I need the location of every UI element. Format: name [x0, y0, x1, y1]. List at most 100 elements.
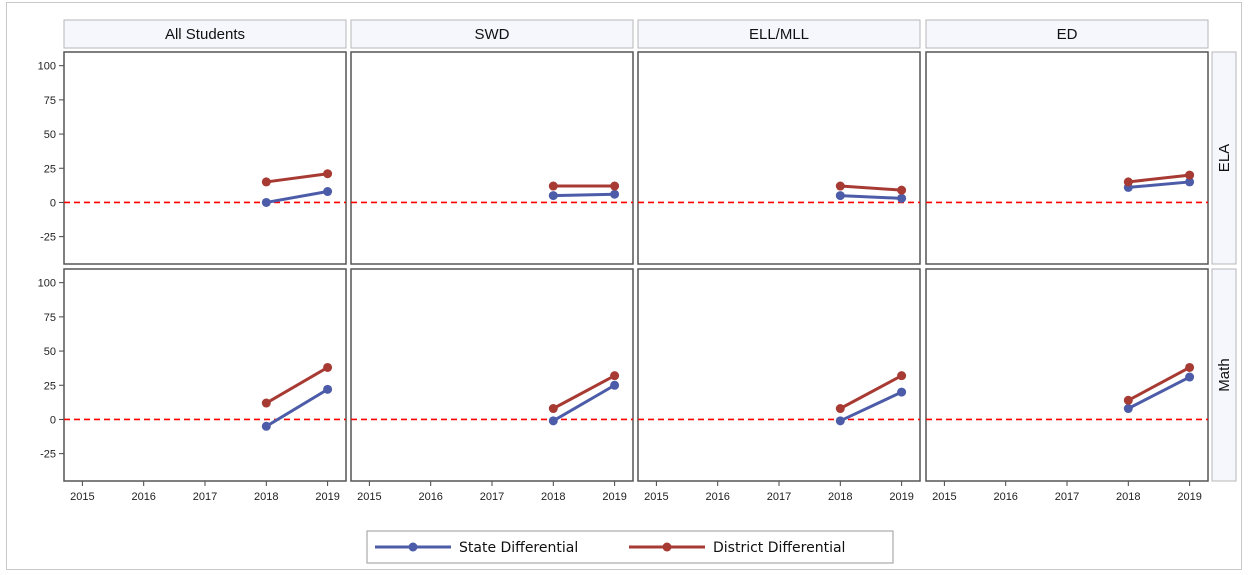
panel: [350, 51, 634, 265]
data-point: [323, 384, 333, 394]
panel-frame: [350, 268, 634, 482]
legend: State Differential District Differential: [366, 530, 894, 564]
data-point: [548, 181, 558, 191]
series-line: [265, 388, 329, 428]
data-point: [323, 187, 333, 197]
y-tick-label: -25: [40, 449, 56, 461]
column-strip: ELL/MLL: [637, 19, 921, 49]
y-tick-label: 100: [38, 278, 56, 290]
y-tick-label: -25: [40, 232, 56, 244]
row-strip-box: [1211, 51, 1237, 265]
column-strip-box: [63, 19, 347, 49]
series-line: [1128, 173, 1190, 184]
data-point: [897, 387, 907, 397]
y-tick-label: 75: [44, 95, 56, 107]
data-point: [261, 421, 271, 431]
legend-item: State Differential: [375, 540, 578, 556]
x-axis: 2015 2016 2017 2018 2019: [70, 481, 340, 503]
data-point: [897, 371, 907, 381]
x-tick-label: 2018: [1116, 491, 1140, 503]
x-tick-label: 2017: [480, 491, 504, 503]
panel: [637, 268, 921, 482]
series-line: [552, 383, 616, 423]
series-line: [840, 194, 902, 200]
legend-label: State Differential: [459, 540, 578, 556]
y-tick-label: 0: [50, 414, 56, 426]
column-strip: All Students: [63, 19, 347, 49]
row-strip-box: [1211, 268, 1237, 482]
x-tick-label: 2016: [131, 491, 155, 503]
panel-frame: [63, 268, 347, 482]
column-strip-label: SWD: [475, 26, 510, 43]
data-point: [1185, 362, 1195, 372]
column-strip-box: [350, 19, 634, 49]
series-line: [1128, 180, 1190, 189]
data-point: [1185, 170, 1195, 180]
panel-frame: [63, 51, 347, 265]
panel-frame: [637, 268, 921, 482]
legend-swatch-marker: [662, 542, 672, 552]
column-strip-label: ED: [1057, 26, 1078, 43]
data-point: [548, 416, 558, 426]
data-point: [1123, 395, 1133, 405]
panel: [63, 268, 347, 482]
data-point: [261, 197, 271, 207]
y-tick-label: 50: [44, 346, 56, 358]
data-point: [323, 362, 333, 372]
x-tick-label: 2019: [889, 491, 913, 503]
x-axis: 2015 2016 2017 2018 2019: [357, 481, 627, 503]
data-point: [1123, 177, 1133, 187]
series-line: [839, 374, 903, 410]
legend-item: District Differential: [629, 540, 845, 556]
series-line: [266, 172, 328, 184]
column-strip-label: All Students: [165, 26, 245, 43]
series-line: [553, 192, 615, 198]
x-tick-label: 2018: [254, 491, 278, 503]
x-tick-label: 2019: [1177, 491, 1201, 503]
panel: [63, 51, 347, 265]
data-point: [610, 189, 620, 199]
data-point: [261, 177, 271, 187]
x-tick-label: 2016: [418, 491, 442, 503]
row-strip: ELA: [1211, 51, 1237, 265]
row-strip: Math: [1211, 268, 1237, 482]
data-point: [897, 193, 907, 203]
series-line: [1127, 375, 1191, 410]
data-point: [610, 380, 620, 390]
series-line: [265, 366, 329, 405]
panel-frame: [350, 51, 634, 265]
y-tick-label: 25: [44, 163, 56, 175]
column-strip-box: [637, 19, 921, 49]
chart-frame: All Students SWD ELL/MLL ED ELA Math 100 75 50 25…: [6, 2, 1242, 570]
x-tick-label: 2015: [357, 491, 381, 503]
y-tick-label: 50: [44, 129, 56, 141]
series-line: [839, 390, 903, 423]
faceted-line-chart: All Students SWD ELL/MLL ED ELA Math 100 75 50 25…: [38, 19, 1237, 564]
panel: [637, 51, 921, 265]
series-line: [552, 374, 616, 410]
series-line: [840, 184, 902, 192]
x-tick-label: 2015: [932, 491, 956, 503]
x-tick-label: 2017: [767, 491, 791, 503]
panel: [350, 268, 634, 482]
column-strip: ED: [925, 19, 1209, 49]
panel-frame: [637, 51, 921, 265]
x-tick-label: 2016: [705, 491, 729, 503]
data-point: [1123, 404, 1133, 414]
data-point: [835, 181, 845, 191]
x-tick-label: 2019: [315, 491, 339, 503]
x-tick-label: 2019: [602, 491, 626, 503]
row-strip-label: ELA: [1216, 144, 1233, 172]
data-point: [835, 191, 845, 201]
data-point: [1185, 177, 1195, 187]
series-line: [1127, 366, 1191, 402]
x-tick-label: 2017: [1055, 491, 1079, 503]
y-tick-label: 75: [44, 312, 56, 324]
data-point: [897, 185, 907, 195]
data-point: [548, 404, 558, 414]
y-tick-label: 100: [38, 61, 56, 73]
panel-frame: [925, 268, 1209, 482]
panel: [925, 51, 1209, 265]
x-tick-label: 2015: [70, 491, 94, 503]
x-axis: 2015 2016 2017 2018 2019: [644, 481, 914, 503]
